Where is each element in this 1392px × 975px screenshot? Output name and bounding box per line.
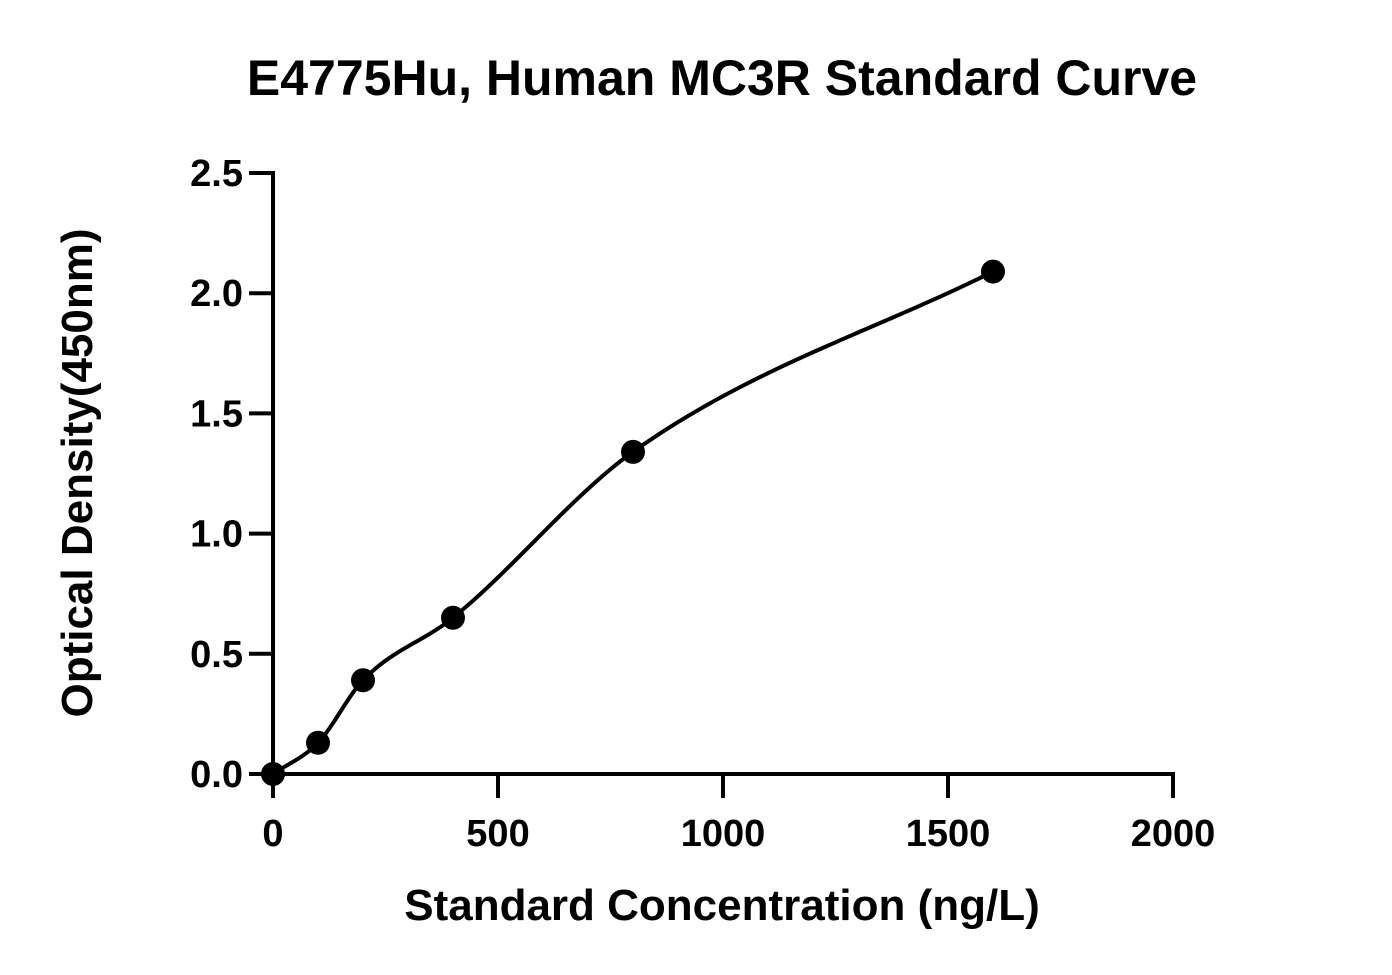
x-axis-label: Standard Concentration (ng/L) — [404, 881, 1040, 930]
y-axis: 0.0 0.5 1.0 1.5 2.0 2.5 — [190, 153, 275, 796]
data-point — [261, 762, 285, 786]
data-point — [441, 605, 465, 630]
x-tick-label: 1500 — [906, 813, 991, 855]
data-point — [351, 668, 375, 693]
data-point — [981, 259, 1005, 284]
data-point — [621, 439, 645, 464]
x-tick-label: 500 — [466, 813, 529, 855]
y-tick-label: 1.0 — [190, 514, 243, 556]
x-tick-label: 2000 — [1131, 813, 1216, 855]
data-points — [261, 259, 1005, 786]
y-tick-label: 0.5 — [190, 634, 243, 676]
y-tick-label: 0.0 — [190, 754, 243, 796]
y-axis-label: Optical Density(450nm) — [53, 228, 102, 717]
y-tick-label: 1.5 — [190, 393, 243, 435]
y-tick-label: 2.5 — [190, 153, 243, 195]
x-tick-label: 0 — [262, 813, 283, 855]
fit-curve — [271, 269, 994, 776]
x-tick-label: 1000 — [681, 813, 766, 855]
chart-title: E4775Hu, Human MC3R Standard Curve — [247, 50, 1197, 106]
y-tick-label: 2.0 — [190, 273, 243, 315]
data-point — [306, 730, 330, 755]
x-axis: 0 500 1000 1500 2000 — [262, 772, 1216, 855]
